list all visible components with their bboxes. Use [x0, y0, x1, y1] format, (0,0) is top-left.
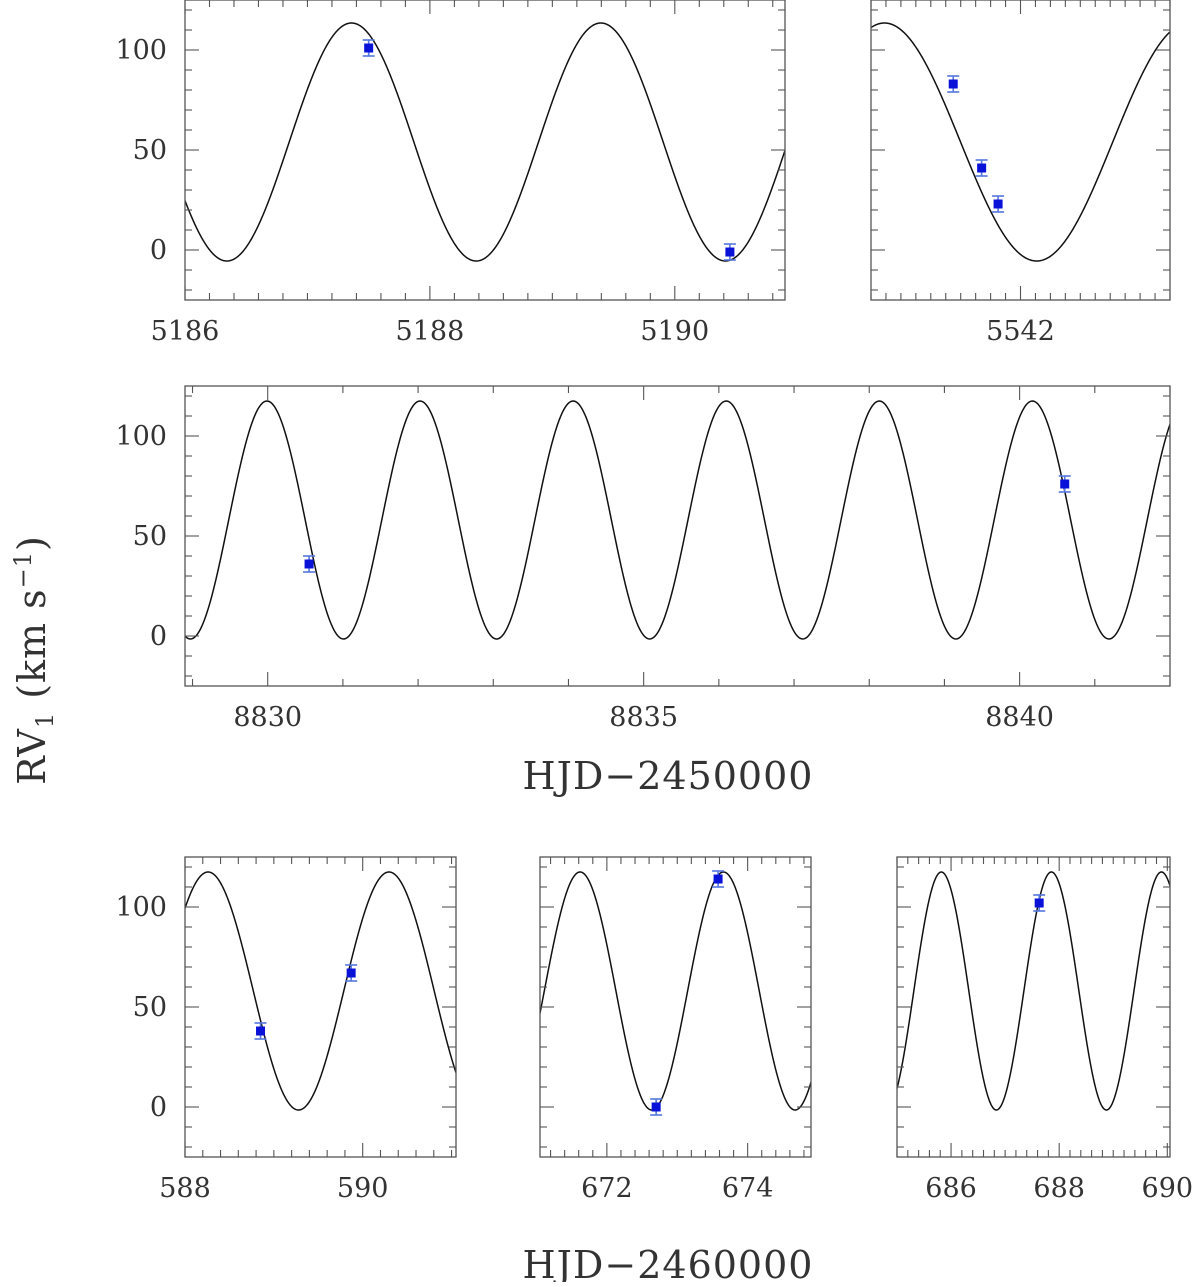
panel-frame	[539, 856, 812, 1158]
x-tick-label: 5542	[986, 316, 1055, 347]
rv-data-point	[1060, 479, 1070, 489]
rv-data-point	[725, 247, 735, 257]
rv-data-point	[713, 874, 723, 884]
x-tick-label: 8835	[609, 702, 678, 733]
x-tick-label: 8830	[233, 702, 302, 733]
middle-x-axis-label: HJD−2450000	[523, 754, 814, 798]
rv-panel-p5: 672 674	[539, 856, 812, 1204]
rv-data-point	[948, 79, 958, 89]
rv-data-point	[346, 968, 356, 978]
bottom-x-axis-label: HJD−2460000	[523, 1243, 814, 1282]
panel-frame	[184, 385, 1171, 687]
rv-data-point	[651, 1102, 661, 1112]
rv-panel-p3: 8830 8835 8840 0 50 100	[115, 385, 1171, 733]
y-tick-label: 0	[150, 1092, 167, 1123]
panel-frame	[896, 856, 1171, 1158]
x-tick-label: 674	[722, 1173, 774, 1204]
rv-model-curve	[897, 871, 1170, 1111]
x-tick-label: 8840	[985, 702, 1054, 733]
y-tick-label: 50	[133, 135, 167, 166]
x-tick-label: 590	[337, 1173, 389, 1204]
y-tick-label: 50	[133, 521, 167, 552]
y-axis-label: RV1 (km s−1)	[9, 535, 59, 785]
rv-data-point	[993, 199, 1003, 209]
x-tick-label: 690	[1142, 1173, 1194, 1204]
x-tick-label: 688	[1033, 1173, 1085, 1204]
rv-panel-p1: 5186 5188 5190 0 50 100	[115, 0, 786, 347]
x-tick-label: 5186	[151, 316, 220, 347]
rv-panel-p2: 5542	[870, 0, 1171, 347]
rv-data-point	[304, 559, 314, 569]
rv-data-point	[1034, 898, 1044, 908]
rv-model-curve	[185, 400, 1170, 640]
rv-model-curve	[185, 871, 456, 1111]
rv-data-point	[364, 43, 374, 53]
rv-data-point	[977, 163, 987, 173]
panel-frame	[870, 0, 1171, 301]
x-tick-label: 686	[925, 1173, 977, 1204]
rv-model-curve	[871, 22, 1170, 262]
y-tick-label: 0	[150, 235, 167, 266]
y-tick-label: 100	[115, 35, 167, 66]
x-tick-label: 588	[159, 1173, 211, 1204]
rv-model-curve	[540, 871, 811, 1111]
y-tick-label: 0	[150, 621, 167, 652]
rv-data-point	[256, 1026, 266, 1036]
x-tick-label: 672	[581, 1173, 633, 1204]
panel-frame	[184, 856, 457, 1158]
x-tick-label: 5190	[640, 316, 709, 347]
y-tick-label: 100	[115, 892, 167, 923]
x-tick-label: 5188	[396, 316, 465, 347]
y-tick-label: 50	[133, 992, 167, 1023]
rv-model-curve	[185, 22, 785, 262]
rv-panel-p4: 588 590 0 50 100	[115, 856, 457, 1204]
panel-frame	[184, 0, 786, 301]
rv-panel-p6: 686 688 690	[896, 856, 1194, 1204]
y-tick-label: 100	[115, 421, 167, 452]
